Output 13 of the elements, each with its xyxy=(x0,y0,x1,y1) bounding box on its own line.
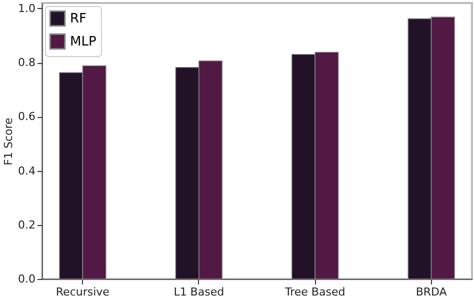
y-tick-label: 0.4 xyxy=(18,164,36,178)
y-tick-label: 1.0 xyxy=(18,2,36,15)
y-axis-title: F1 Score xyxy=(2,117,16,166)
y-tick-label: 0.6 xyxy=(18,110,36,124)
legend-label: MLP xyxy=(70,34,96,50)
x-tick-label: BRDA xyxy=(416,286,448,298)
y-tick-label: 0.0 xyxy=(18,272,36,286)
x-tick-label: Recursive xyxy=(56,286,110,298)
legend-label: RF xyxy=(70,12,87,26)
x-tick-label: Tree Based xyxy=(284,286,346,298)
y-tick-label: 0.8 xyxy=(18,56,36,70)
x-tick-label: L1 Based xyxy=(174,286,224,298)
y-tick-label: 0.2 xyxy=(18,218,36,232)
